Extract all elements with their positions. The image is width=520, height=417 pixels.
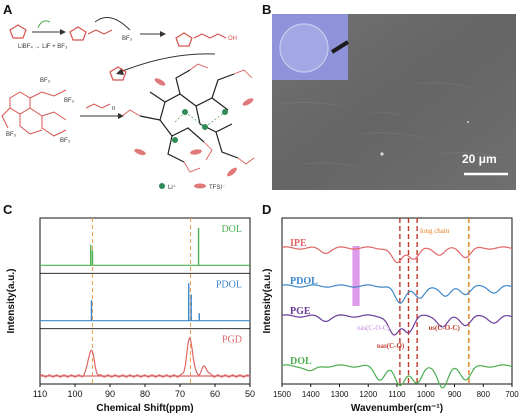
- x-tick-label: 1000: [417, 390, 435, 399]
- x-tick-label: 50: [245, 389, 255, 399]
- panel-letter-b: B: [262, 2, 272, 17]
- nmr-chart-svg: DOL PDOL PGD 110 100 90 80 70 60 50 Chemical Shift…: [6, 217, 255, 414]
- y-axis-label: Intensity(a.u.): [6, 268, 17, 333]
- tfsi-legend-label: TFSI⁻: [209, 185, 225, 191]
- ftir-chart-svg: IPE PDOL PGE DOL long chain υas(C-O-C) υas(C-O…: [262, 217, 519, 414]
- n-label: n: [112, 106, 115, 112]
- x-tick-label: 100: [67, 389, 82, 399]
- series-label: IPE: [290, 238, 307, 249]
- series-label: PGD: [222, 335, 242, 346]
- series-label: DOL: [221, 224, 242, 235]
- annotation-vas-co: υas(C-O): [377, 342, 405, 350]
- li-legend-icon: [159, 183, 165, 189]
- x-tick-label: 110: [33, 389, 47, 399]
- bf3-label-right: BF₃: [64, 98, 75, 104]
- x-tick-label: 80: [140, 389, 150, 399]
- spectrum-line: [281, 314, 513, 336]
- annotation-long-chain: long chain: [420, 227, 450, 235]
- x-tick-label: 1500: [273, 390, 291, 399]
- reaction-scheme-drawing: LiBF₄ → LiF + BF₃ BF₃ OH: [1, 17, 255, 191]
- spectrum-line: [39, 336, 251, 378]
- hydroxyl-chain-icon: [175, 32, 227, 47]
- reaction-1-label: LiBF₄ → LiF + BF₃: [18, 44, 68, 50]
- spectrum-line: [281, 246, 513, 264]
- oh-label: OH: [228, 36, 237, 42]
- oxonium-icon: [69, 26, 113, 41]
- ftir-chart: IPE PDOL PGE DOL long chain υas(C-O-C) υas(C-O…: [262, 210, 520, 417]
- plot-frame: [39, 217, 251, 385]
- x-tick-label: 800: [477, 390, 491, 399]
- x-tick-label: 1300: [331, 390, 349, 399]
- sem-image: 20 μm: [272, 14, 516, 190]
- y-axis-label: Intensity(a.u.): [262, 268, 273, 333]
- scale-bar-label: 20 μm: [462, 152, 497, 166]
- panel-letter-c: C: [3, 202, 13, 217]
- bf3-label-left: BF₃: [6, 132, 17, 138]
- tfsi-legend-icon: [194, 183, 206, 189]
- annotation-vas-coc: υas(C-O-C): [357, 324, 391, 332]
- bf3-label-bottom: BF₃: [60, 138, 71, 144]
- x-tick-label: 900: [448, 390, 462, 399]
- highlight-band: [352, 246, 360, 306]
- annotation-vs-coc: υs(C-O-C): [429, 324, 461, 332]
- series-label: PDOL: [290, 276, 318, 287]
- panel-letter-a: A: [3, 2, 13, 17]
- reaction-scheme: LiBF₄ → LiF + BF₃ BF₃ OH: [0, 12, 258, 200]
- spectrum-line: [281, 364, 513, 389]
- x-tick-label: 1200: [359, 390, 377, 399]
- x-axis-label: Chemical Shift(ppm): [96, 403, 193, 414]
- bf3-label: BF₃: [122, 36, 133, 42]
- sem-texture: [272, 14, 516, 190]
- dol-ring-icon: [9, 24, 27, 39]
- x-tick-label: 700: [505, 390, 519, 399]
- x-tick-label: 60: [210, 389, 220, 399]
- x-tick-label: 1400: [302, 390, 320, 399]
- polymer-network-icon: [121, 63, 255, 177]
- series-label: PGE: [290, 306, 311, 317]
- x-tick-label: 1100: [388, 390, 406, 399]
- x-axis-label: Wavenumber(cm⁻¹): [351, 403, 443, 414]
- li-legend-label: Li⁺: [168, 184, 176, 191]
- spectrum-line: [281, 284, 513, 304]
- x-tick-label: 90: [105, 389, 115, 399]
- series-label: DOL: [290, 356, 312, 367]
- bf3-label-top: BF₃: [40, 78, 51, 84]
- nmr-chart: DOL PDOL PGD 110 100 90 80 70 60 50 Chemical Shift…: [0, 210, 258, 417]
- inset-photo: [272, 14, 350, 80]
- panel-letter-d: D: [262, 202, 272, 217]
- series-label: PDOL: [216, 279, 242, 290]
- x-tick-label: 70: [175, 389, 185, 399]
- branched-initiator-icon: [1, 89, 67, 137]
